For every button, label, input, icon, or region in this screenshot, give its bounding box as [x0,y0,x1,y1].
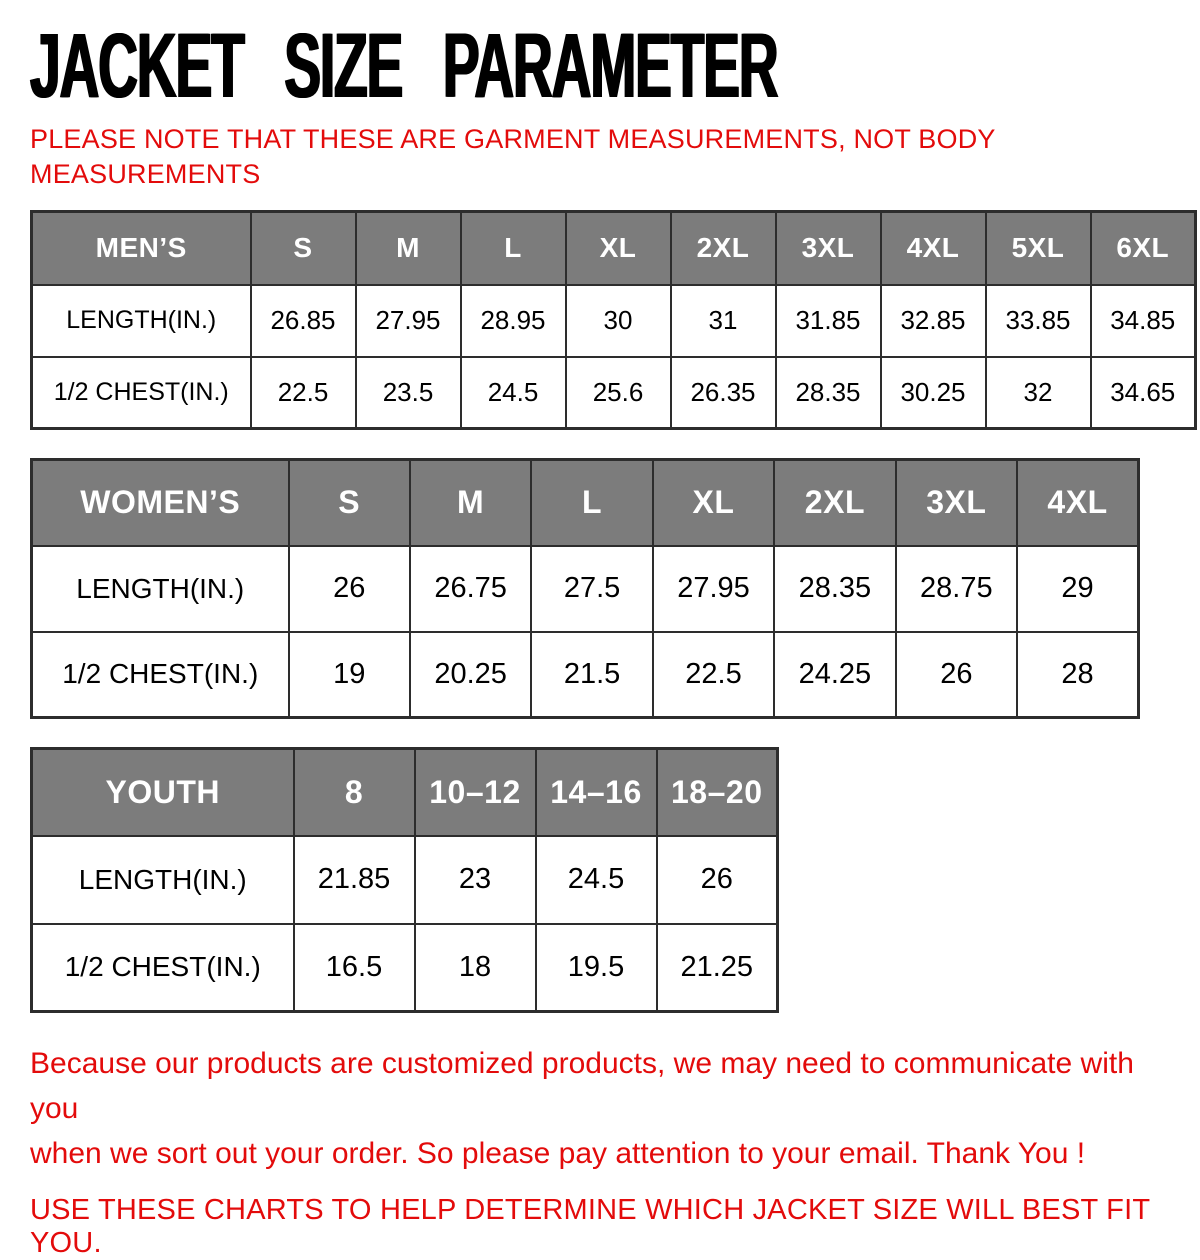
mens-value-cell: 26.35 [669,355,777,430]
youth-value-cell: 24.5 [534,834,658,925]
womens-value-cell: 29 [1016,544,1140,633]
customization-note-line-2: when we sort out your order. So please p… [30,1137,1086,1171]
customization-note-line-1: Because our products are customized prod… [30,1047,1134,1126]
womens-value-cell: 28.35 [773,544,897,633]
mens-value-cell: 31.85 [774,283,882,358]
womens-size-header: 3XL [894,458,1019,547]
mens-row-label: LENGTH(IN.) [30,283,252,358]
mens-table-title: MEN’S [30,210,252,286]
youth-size-header: 14–16 [534,747,658,837]
youth-header-row: YOUTH 8 10–12 14–16 18–20 [30,747,779,837]
womens-value-cell: 26.75 [408,544,533,633]
youth-row-label: LENGTH(IN.) [30,834,295,925]
page-title-wrap: JACKET SIZE PARAMETER [30,15,1200,117]
womens-row-label: 1/2 CHEST(IN.) [30,630,290,719]
mens-value-cell: 30 [564,283,672,358]
womens-size-header: S [287,458,411,547]
mens-value-cell: 34.65 [1089,355,1197,430]
mens-measurement-row: LENGTH(IN.) 26.85 27.95 28.95 30 31 31.85 32.85… [30,283,1197,358]
mens-value-cell: 31 [669,283,777,358]
mens-size-table: MEN’S S M L XL 2XL 3XL 4XL 5XL 6XL LENGTH(IN.) 26.8… [30,210,1197,431]
womens-size-header: 2XL [773,458,897,547]
youth-value-cell: 16.5 [292,922,416,1013]
mens-header-row: MEN’S S M L XL 2XL 3XL 4XL 5XL 6XL [30,210,1197,286]
womens-value-cell: 20.25 [408,630,533,719]
youth-size-header: 18–20 [655,747,779,837]
mens-value-cell: 32.85 [879,283,987,358]
womens-value-cell: 22.5 [651,630,776,719]
youth-measurement-row: LENGTH(IN.) 21.85 23 24.5 26 [30,834,779,925]
youth-size-table: YOUTH 8 10–12 14–16 18–20 LENGTH(IN.) 21.85 23 2… [30,747,779,1014]
youth-size-header: 10–12 [413,747,537,837]
womens-value-cell: 28.75 [894,544,1019,633]
womens-measurement-row: 1/2 CHEST(IN.) 19 20.25 21.5 22.5 24.25 26 28 [30,630,1140,719]
womens-size-table: WOMEN’S S M L XL 2XL 3XL 4XL LENGTH(IN.) 26 26.75 2… [30,458,1140,720]
mens-size-header: L [459,210,567,286]
mens-size-header: 2XL [669,210,777,286]
mens-value-cell: 32 [984,355,1092,430]
mens-size-header: 6XL [1089,210,1197,286]
fit-advice-text: USE THESE CHARTS TO HELP DETERMINE WHICH… [30,1194,1150,1260]
youth-value-cell: 18 [413,922,537,1013]
womens-value-cell: 28 [1016,630,1140,719]
page-title: JACKET SIZE PARAMETER [30,15,779,117]
mens-size-header: 5XL [984,210,1092,286]
womens-value-cell: 19 [287,630,411,719]
womens-value-cell: 24.25 [773,630,897,719]
mens-size-header: 4XL [879,210,987,286]
mens-size-header: S [249,210,357,286]
womens-size-header: 4XL [1016,458,1140,547]
mens-value-cell: 28.95 [459,283,567,358]
disclaimer-line-1: PLEASE NOTE THAT THESE ARE GARMENT MEASU… [30,124,996,154]
womens-table-title: WOMEN’S [30,458,290,547]
womens-size-header: M [408,458,533,547]
mens-row-label: 1/2 CHEST(IN.) [30,355,252,430]
mens-value-cell: 26.85 [249,283,357,358]
womens-value-cell: 21.5 [530,630,654,719]
customization-note: Because our products are customized prod… [30,1041,1190,1176]
youth-value-cell: 21.85 [292,834,416,925]
youth-value-cell: 19.5 [534,922,658,1013]
mens-size-header: 3XL [774,210,882,286]
disclaimer-line-2: MEASUREMENTS [30,159,261,190]
mens-value-cell: 22.5 [249,355,357,430]
womens-size-header: L [530,458,654,547]
youth-value-cell: 23 [413,834,537,925]
mens-value-cell: 27.95 [354,283,462,358]
youth-measurement-row: 1/2 CHEST(IN.) 16.5 18 19.5 21.25 [30,922,779,1013]
youth-value-cell: 26 [655,834,779,925]
mens-value-cell: 33.85 [984,283,1092,358]
womens-value-cell: 26 [287,544,411,633]
mens-size-header: M [354,210,462,286]
womens-value-cell: 27.5 [530,544,654,633]
youth-table-title: YOUTH [30,747,295,837]
mens-value-cell: 25.6 [564,355,672,430]
mens-value-cell: 24.5 [459,355,567,430]
youth-size-header: 8 [292,747,416,837]
mens-value-cell: 23.5 [354,355,462,430]
womens-value-cell: 27.95 [651,544,776,633]
womens-header-row: WOMEN’S S M L XL 2XL 3XL 4XL [30,458,1140,547]
youth-value-cell: 21.25 [655,922,779,1013]
womens-value-cell: 26 [894,630,1019,719]
womens-size-header: XL [651,458,776,547]
womens-row-label: LENGTH(IN.) [30,544,290,633]
mens-value-cell: 30.25 [879,355,987,430]
garment-measurement-disclaimer: PLEASE NOTE THAT THESE ARE GARMENT MEASU… [30,122,1200,192]
womens-measurement-row: LENGTH(IN.) 26 26.75 27.5 27.95 28.35 28.75 29 [30,544,1140,633]
mens-measurement-row: 1/2 CHEST(IN.) 22.5 23.5 24.5 25.6 26.35 28.35… [30,355,1197,430]
mens-value-cell: 34.85 [1089,283,1197,358]
mens-size-header: XL [564,210,672,286]
mens-value-cell: 28.35 [774,355,882,430]
youth-row-label: 1/2 CHEST(IN.) [30,922,295,1013]
